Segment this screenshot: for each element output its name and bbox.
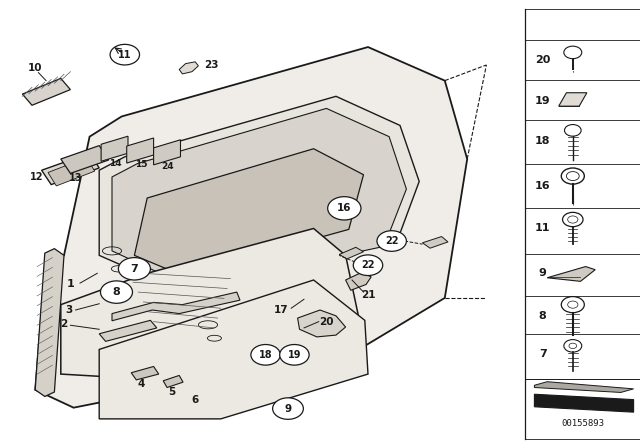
Polygon shape bbox=[154, 140, 180, 165]
Polygon shape bbox=[534, 394, 634, 412]
Polygon shape bbox=[99, 96, 419, 293]
Polygon shape bbox=[48, 158, 95, 186]
Polygon shape bbox=[35, 47, 467, 408]
Text: 4: 4 bbox=[137, 379, 145, 389]
Text: 3: 3 bbox=[65, 305, 73, 315]
Polygon shape bbox=[61, 146, 109, 173]
Circle shape bbox=[118, 258, 150, 280]
Polygon shape bbox=[22, 78, 70, 105]
Polygon shape bbox=[534, 382, 634, 392]
Polygon shape bbox=[179, 62, 198, 74]
Text: 00155893: 00155893 bbox=[561, 419, 604, 428]
Circle shape bbox=[110, 44, 140, 65]
Text: 9: 9 bbox=[539, 268, 547, 278]
Text: 7: 7 bbox=[131, 264, 138, 274]
Circle shape bbox=[377, 231, 406, 251]
Polygon shape bbox=[134, 149, 364, 276]
Polygon shape bbox=[61, 228, 358, 381]
Polygon shape bbox=[112, 108, 406, 288]
Text: 13: 13 bbox=[68, 173, 83, 183]
Text: 8: 8 bbox=[539, 311, 547, 321]
Circle shape bbox=[280, 345, 309, 365]
Polygon shape bbox=[99, 280, 368, 419]
Text: 17: 17 bbox=[275, 305, 289, 315]
Text: 20: 20 bbox=[319, 317, 333, 327]
Text: 1: 1 bbox=[67, 280, 74, 289]
Polygon shape bbox=[339, 247, 364, 259]
Text: 2: 2 bbox=[60, 319, 68, 329]
Circle shape bbox=[251, 345, 280, 365]
Text: 22: 22 bbox=[385, 236, 399, 246]
Text: 21: 21 bbox=[361, 290, 375, 300]
Circle shape bbox=[100, 281, 132, 303]
Text: 16: 16 bbox=[337, 203, 351, 213]
Text: 16: 16 bbox=[535, 181, 550, 191]
Polygon shape bbox=[346, 272, 371, 290]
Text: 8: 8 bbox=[113, 287, 120, 297]
Polygon shape bbox=[131, 366, 159, 380]
Polygon shape bbox=[298, 310, 346, 337]
Text: 6: 6 bbox=[191, 395, 199, 405]
Circle shape bbox=[273, 398, 303, 419]
Circle shape bbox=[328, 197, 361, 220]
Text: 12: 12 bbox=[30, 172, 44, 182]
Polygon shape bbox=[127, 138, 154, 163]
Polygon shape bbox=[112, 292, 240, 321]
Text: 9: 9 bbox=[284, 404, 292, 414]
Circle shape bbox=[353, 255, 383, 276]
Text: 23: 23 bbox=[204, 60, 218, 70]
Text: 10: 10 bbox=[28, 63, 42, 73]
Text: 15: 15 bbox=[134, 160, 147, 169]
Polygon shape bbox=[559, 93, 587, 106]
Text: 24: 24 bbox=[161, 162, 174, 171]
Text: 11: 11 bbox=[535, 224, 550, 233]
Text: 5: 5 bbox=[168, 387, 175, 397]
Text: 20: 20 bbox=[535, 56, 550, 65]
Polygon shape bbox=[101, 136, 128, 161]
Polygon shape bbox=[35, 249, 64, 396]
Text: 19: 19 bbox=[287, 350, 301, 360]
Text: 18: 18 bbox=[535, 136, 550, 146]
Polygon shape bbox=[422, 237, 448, 248]
Text: 14: 14 bbox=[109, 159, 122, 168]
Text: 7: 7 bbox=[539, 349, 547, 359]
Text: 11: 11 bbox=[118, 50, 132, 60]
Polygon shape bbox=[42, 153, 99, 185]
Polygon shape bbox=[99, 320, 157, 341]
Text: 22: 22 bbox=[361, 260, 375, 270]
Polygon shape bbox=[163, 375, 183, 388]
Polygon shape bbox=[547, 267, 595, 281]
Text: 18: 18 bbox=[259, 350, 273, 360]
Text: 19: 19 bbox=[535, 96, 550, 106]
